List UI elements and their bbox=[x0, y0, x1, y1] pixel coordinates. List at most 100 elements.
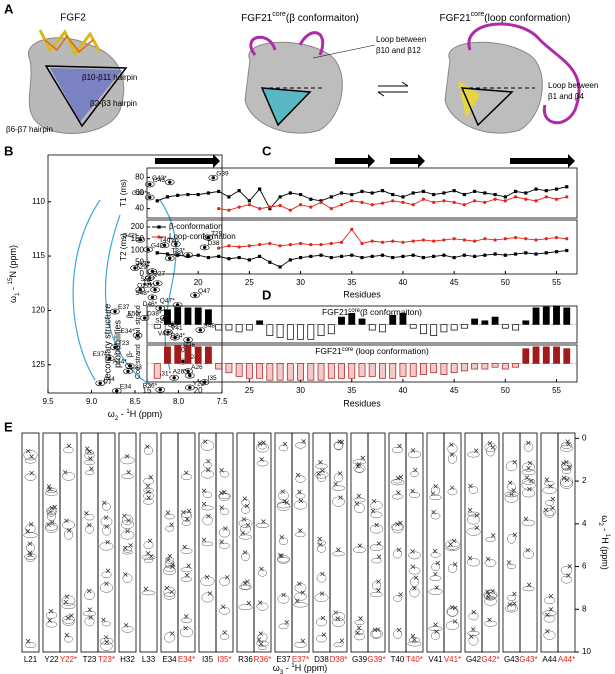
peak-label: G42 bbox=[151, 242, 164, 249]
strip-label: G43* bbox=[519, 655, 537, 664]
strip-label: R36* bbox=[254, 655, 272, 664]
marker bbox=[360, 241, 364, 246]
bar bbox=[460, 324, 468, 329]
contour bbox=[139, 315, 150, 321]
bar bbox=[399, 363, 407, 377]
noe-contour bbox=[468, 486, 479, 494]
peak-label: G39 bbox=[216, 171, 229, 178]
noe-contour bbox=[371, 557, 382, 564]
y-axis-label: T1 (ms) bbox=[119, 179, 128, 207]
bar bbox=[409, 324, 417, 329]
noe-cross bbox=[101, 617, 106, 623]
contour bbox=[165, 179, 175, 186]
x-tick-label: 7.5 bbox=[216, 397, 228, 406]
x-axis-label-part: - bbox=[118, 409, 126, 419]
noe-contour bbox=[241, 506, 250, 514]
marker bbox=[442, 191, 446, 195]
marker bbox=[165, 252, 170, 256]
noe-contour bbox=[371, 581, 382, 591]
strip bbox=[198, 432, 217, 653]
noe-contour bbox=[430, 512, 441, 520]
noe-contour bbox=[521, 469, 536, 476]
peak bbox=[113, 345, 117, 350]
x-tick-label: 30 bbox=[296, 278, 305, 287]
peak-label: T40* bbox=[159, 237, 173, 244]
noe-cross bbox=[223, 526, 228, 531]
noe-cross bbox=[413, 575, 419, 581]
noe-contour bbox=[164, 525, 175, 532]
peak-label: G42* bbox=[122, 232, 137, 239]
bar bbox=[430, 363, 438, 374]
contour bbox=[183, 368, 193, 375]
noe-contour bbox=[504, 493, 519, 503]
bar bbox=[471, 363, 479, 370]
noe-cross bbox=[448, 542, 453, 547]
noe-cross bbox=[88, 456, 93, 461]
noe-cross bbox=[512, 532, 518, 538]
noe-contour bbox=[238, 534, 253, 540]
structure-title-part: (β conformaiton) bbox=[286, 13, 359, 24]
marker bbox=[473, 189, 477, 194]
bar bbox=[430, 324, 438, 336]
strip-label: A44 bbox=[542, 655, 557, 664]
plot-frame bbox=[146, 219, 578, 275]
noe-contour bbox=[559, 444, 574, 452]
noe-contour bbox=[24, 473, 37, 481]
noe-contour bbox=[543, 596, 556, 605]
strip bbox=[426, 432, 445, 653]
noe-cross bbox=[65, 615, 71, 621]
peak bbox=[150, 269, 155, 273]
marker bbox=[350, 227, 354, 231]
bar bbox=[409, 363, 417, 377]
contour bbox=[124, 362, 135, 369]
contour bbox=[185, 372, 195, 379]
noe-contour bbox=[293, 641, 308, 648]
noe-cross bbox=[490, 533, 496, 538]
noe-contour bbox=[370, 500, 383, 510]
marker bbox=[493, 192, 497, 197]
structure-label: Loop between bbox=[376, 35, 426, 44]
contour bbox=[123, 368, 133, 375]
noe-cross bbox=[86, 588, 92, 594]
noe-contour bbox=[484, 620, 497, 627]
noe-contour bbox=[99, 582, 114, 593]
contour bbox=[150, 286, 160, 293]
peak bbox=[186, 338, 190, 342]
structure-title-part: (loop conformation) bbox=[484, 13, 570, 24]
contour bbox=[203, 234, 213, 241]
bar bbox=[379, 324, 386, 333]
chart-title: FGF21core(β conformaiton) bbox=[322, 307, 422, 317]
marker bbox=[247, 203, 251, 207]
marker bbox=[462, 253, 466, 257]
noe-cross bbox=[281, 592, 286, 598]
peak bbox=[155, 281, 160, 285]
marker bbox=[503, 237, 507, 241]
y-tick-label: 100 bbox=[131, 246, 145, 255]
noe-cross bbox=[280, 489, 285, 494]
noe-contour bbox=[256, 602, 269, 611]
legend-marker bbox=[157, 225, 161, 229]
peak-label: T40 bbox=[168, 238, 180, 245]
peak-label: H32 bbox=[138, 261, 150, 268]
noe-contour bbox=[45, 524, 58, 533]
noe-cross bbox=[298, 528, 303, 533]
y-axis-label: β- bbox=[127, 311, 134, 318]
contour bbox=[165, 255, 175, 262]
y-axis-label: ω2 - 1H (ppm) bbox=[597, 515, 611, 570]
noe-contour bbox=[504, 604, 519, 613]
bar bbox=[174, 345, 182, 364]
noe-cross bbox=[564, 459, 569, 465]
noe-contour bbox=[522, 586, 535, 592]
noe-cross bbox=[102, 500, 107, 505]
marker bbox=[360, 255, 364, 260]
strip bbox=[443, 432, 462, 653]
noe-contour bbox=[331, 611, 346, 622]
y-axis-label: Coil bbox=[135, 367, 142, 380]
peak bbox=[158, 388, 162, 392]
noe-contour bbox=[122, 549, 133, 555]
noe-contour bbox=[99, 541, 114, 551]
bar bbox=[276, 363, 284, 381]
marker bbox=[278, 244, 282, 248]
noe-contour bbox=[370, 511, 383, 519]
